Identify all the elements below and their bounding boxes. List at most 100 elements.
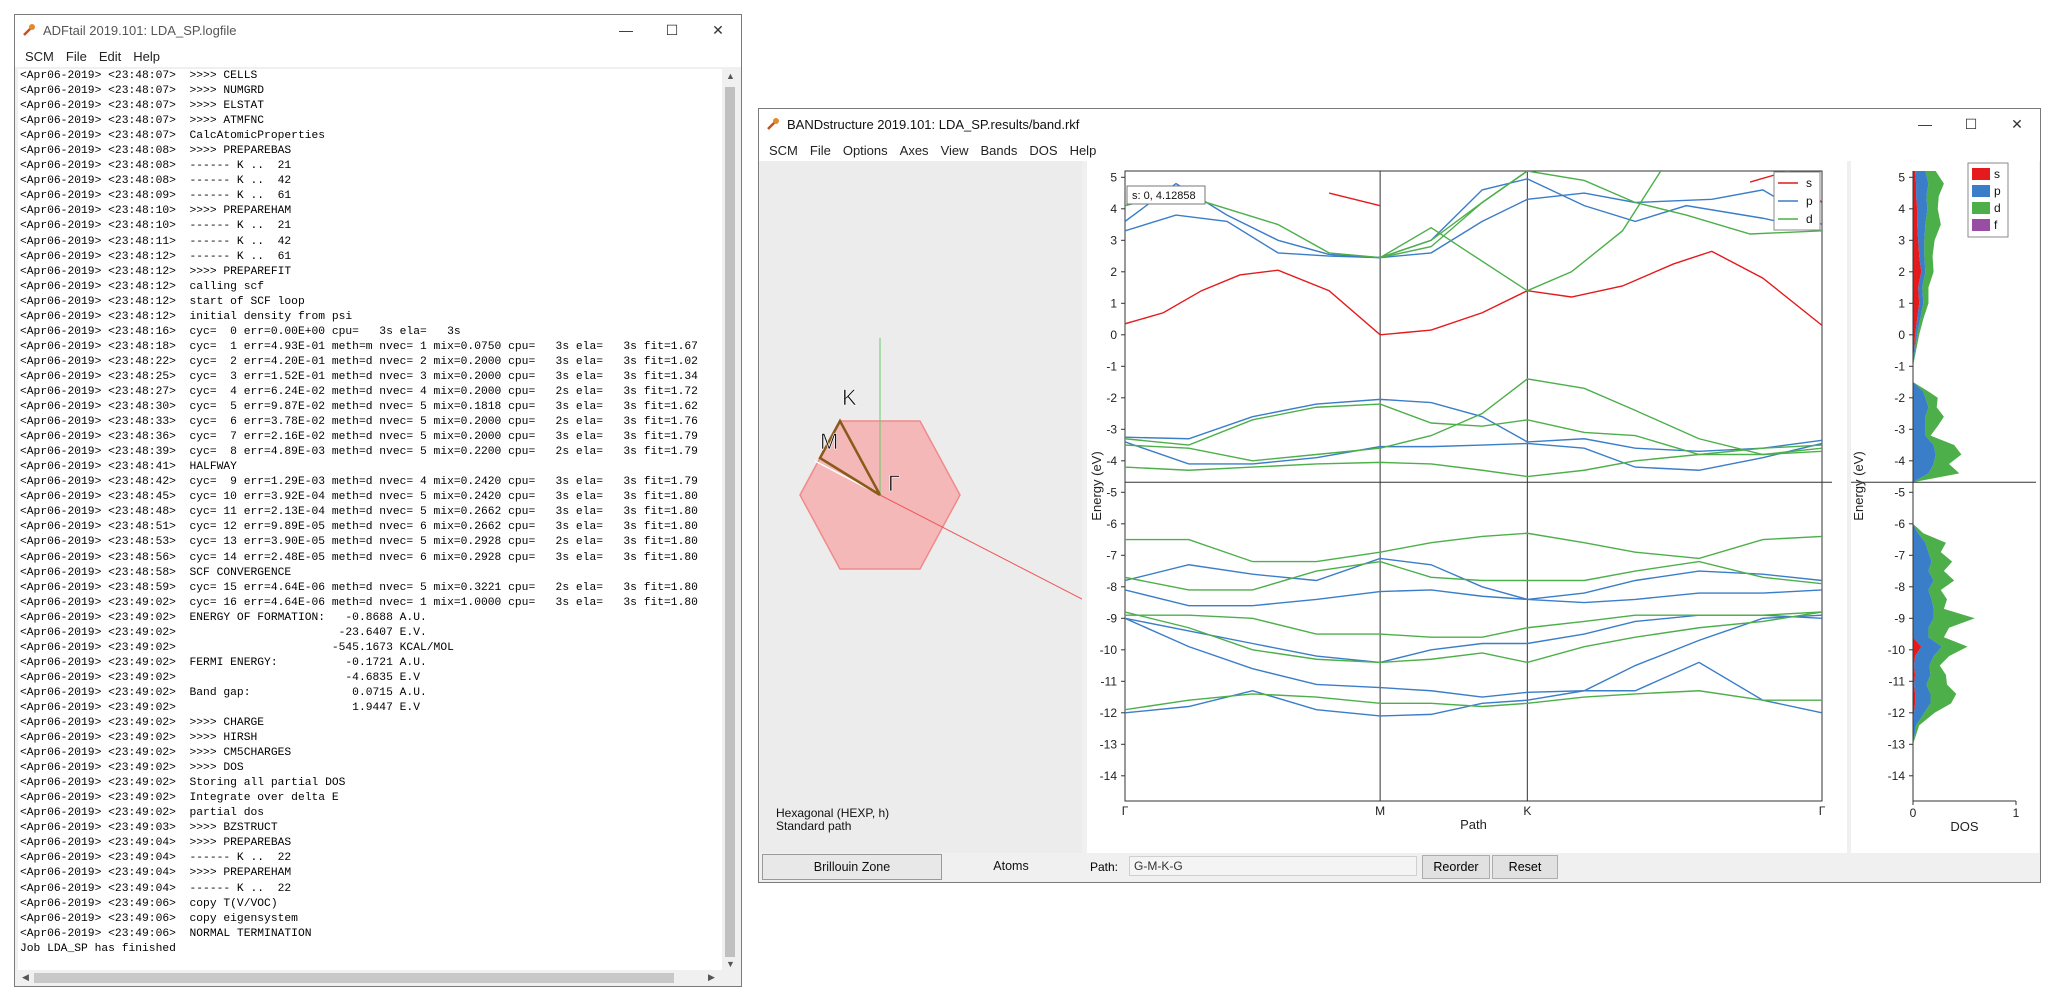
y-tick-label: 3	[1110, 233, 1117, 247]
legend-label-d: d	[1806, 212, 1813, 226]
log-line: <Apr06-2019> <23:49:02> -545.1673 KCAL/M…	[20, 641, 454, 654]
legend-label-d: d	[1994, 201, 2001, 215]
menu-scm[interactable]: SCM	[769, 142, 798, 158]
x-axis-label: Path	[1460, 817, 1487, 832]
log-window-titlebar[interactable]: ADFtail 2019.101: LDA_SP.logfile — ☐ ✕	[15, 15, 741, 45]
maximize-button[interactable]: ☐	[649, 15, 695, 45]
log-horizontal-scroll-thumb[interactable]	[34, 973, 674, 983]
legend-swatch-s	[1972, 168, 1990, 180]
scroll-right-icon[interactable]: ▶	[708, 972, 715, 982]
x-tick-label: Γ	[1122, 804, 1129, 818]
y-tick-label: 5	[1110, 170, 1117, 184]
y-tick-label: -6	[1894, 517, 1905, 531]
log-line: <Apr06-2019> <23:49:02> >>>> DOS	[20, 762, 244, 775]
log-line: <Apr06-2019> <23:49:02> ENERGY OF FORMAT…	[20, 611, 427, 624]
log-line: <Apr06-2019> <23:48:59> cyc= 15 err=4.64…	[20, 581, 698, 594]
band-line-d	[1125, 450, 1822, 478]
y-tick-label: -10	[1100, 643, 1118, 657]
log-line: <Apr06-2019> <23:48:25> cyc= 3 err=1.52E…	[20, 370, 698, 383]
logfile-text-area[interactable]: <Apr06-2019> <23:48:07> >>>> CELLS <Apr06…	[18, 69, 723, 973]
maximize-button[interactable]: ☐	[1948, 109, 1994, 139]
menu-axes[interactable]: Axes	[899, 142, 929, 158]
log-line: <Apr06-2019> <23:48:53> cyc= 13 err=3.90…	[20, 536, 698, 549]
menu-help[interactable]: Help	[133, 48, 160, 64]
path-input[interactable]: G-M-K-G	[1129, 856, 1417, 876]
tab-brillouin-zone[interactable]: Brillouin Zone	[762, 854, 942, 880]
y-tick-label: 1	[1898, 296, 1905, 310]
band-line-d	[1125, 171, 1822, 259]
menu-file[interactable]: File	[65, 48, 87, 64]
log-line: <Apr06-2019> <23:49:02> partial dos	[20, 807, 265, 820]
close-button[interactable]: ✕	[695, 15, 741, 45]
scroll-up-icon[interactable]: ▲	[726, 71, 735, 81]
log-line: <Apr06-2019> <23:48:56> cyc= 14 err=2.48…	[20, 551, 698, 564]
reorder-button[interactable]: Reorder	[1422, 855, 1490, 879]
menu-bands[interactable]: Bands	[980, 142, 1018, 158]
log-line: <Apr06-2019> <23:48:07> >>>> ELSTAT	[20, 100, 265, 113]
reset-button[interactable]: Reset	[1492, 855, 1558, 879]
log-line: <Apr06-2019> <23:48:41> HALFWAY	[20, 461, 237, 474]
legend-swatch-f	[1972, 219, 1990, 231]
menu-dos[interactable]: DOS	[1029, 142, 1058, 158]
bandstructure-window[interactable]: BANDstructure 2019.101: LDA_SP.results/b…	[758, 108, 2041, 883]
minimize-button[interactable]: —	[603, 15, 649, 45]
log-line: <Apr06-2019> <23:48:48> cyc= 11 err=2.13…	[20, 506, 698, 519]
log-line: <Apr06-2019> <23:49:04> ------ K .. 22	[20, 852, 292, 865]
dos-plot-panel[interactable]: 5 4 3 2 1 0 -1 -2 -3 -4 -5 -6 -7 -8 -9 -10 -11 -12 -13 -14 0…	[1851, 161, 2039, 853]
log-line: <Apr06-2019> <23:48:12> >>>> PREPAREFIT	[20, 265, 292, 278]
legend-swatch-p	[1972, 185, 1990, 197]
legend-swatch-d	[1972, 202, 1990, 214]
log-line: <Apr06-2019> <23:48:08> ------ K .. 42	[20, 175, 292, 188]
menu-view[interactable]: View	[940, 142, 969, 158]
tooltip-box	[1126, 185, 1206, 205]
menu-edit[interactable]: Edit	[98, 48, 122, 64]
y-tick-label: -12	[1888, 706, 1906, 720]
brillouin-zone-view[interactable]: K M Γ Hexagonal (HEXP, h) Standard path	[760, 161, 1083, 853]
scroll-left-icon[interactable]: ◀	[22, 972, 29, 982]
y-tick-label: -2	[1106, 391, 1117, 405]
log-window[interactable]: ADFtail 2019.101: LDA_SP.logfile — ☐ ✕ S…	[14, 14, 742, 987]
log-horizontal-scrollbar[interactable]: ◀ ▶	[18, 970, 722, 986]
band-line-p	[1125, 589, 1822, 607]
bz-axis-x	[879, 494, 1083, 600]
band-line-d	[1379, 171, 1662, 292]
band-window-titlebar[interactable]: BANDstructure 2019.101: LDA_SP.results/b…	[759, 109, 2040, 139]
log-vertical-scroll-thumb[interactable]	[725, 87, 735, 957]
close-button[interactable]: ✕	[1994, 109, 2040, 139]
log-line: <Apr06-2019> <23:49:02> >>>> HIRSH	[20, 732, 258, 745]
maximize-icon: ☐	[1964, 115, 1978, 132]
y-tick-label: 5	[1898, 170, 1905, 184]
log-vertical-scrollbar[interactable]: ▲ ▼	[722, 69, 739, 973]
y-tick-label: -12	[1100, 706, 1118, 720]
y-tick-label: -8	[1894, 580, 1905, 594]
y-tick-label: -10	[1888, 643, 1906, 657]
tab-atoms[interactable]: Atoms	[993, 859, 1029, 873]
dos-chart[interactable]: 5 4 3 2 1 0 -1 -2 -3 -4 -5 -6 -7 -8 -9 -10 -11 -12 -13 -14 0…	[1851, 161, 2039, 853]
log-line: <Apr06-2019> <23:48:12> start of SCF loo…	[20, 295, 305, 308]
menu-scm[interactable]: SCM	[25, 48, 54, 64]
band-line-s	[1125, 250, 1822, 336]
log-line: <Apr06-2019> <23:48:42> cyc= 9 err=1.29E…	[20, 476, 698, 489]
band-menubar: SCM File Options Axes View Bands DOS Hel…	[759, 139, 2040, 161]
brillouin-zone-panel[interactable]: K M Γ Hexagonal (HEXP, h) Standard path	[760, 161, 1083, 853]
log-line: <Apr06-2019> <23:49:04> ------ K .. 22	[20, 882, 292, 895]
log-line: <Apr06-2019> <23:48:58> SCF CONVERGENCE	[20, 566, 292, 579]
scroll-down-icon[interactable]: ▼	[726, 959, 735, 969]
menu-file[interactable]: File	[809, 142, 831, 158]
band-structure-chart[interactable]: 5 4 3 2 1 0 -1 -2 -3 -4 -5 -6 -7 -8 -9 -10 -11 -12 -13 -14 Γ…	[1087, 161, 1847, 853]
minimize-button[interactable]: —	[1902, 109, 1948, 139]
log-line: <Apr06-2019> <23:48:07> >>>> ATMFNC	[20, 115, 265, 128]
x-tick-label: 0	[1910, 806, 1917, 820]
y-tick-label: -14	[1888, 769, 1906, 783]
log-line: Job LDA_SP has finished	[20, 942, 176, 955]
log-line: <Apr06-2019> <23:49:06> copy eigensystem	[20, 912, 298, 925]
band-structure-plot-panel[interactable]: 5 4 3 2 1 0 -1 -2 -3 -4 -5 -6 -7 -8 -9 -10 -11 -12 -13 -14 Γ…	[1087, 161, 1847, 853]
menu-help[interactable]: Help	[1069, 142, 1097, 158]
y-tick-label: -2	[1894, 391, 1905, 405]
band-window-title: BANDstructure 2019.101: LDA_SP.results/b…	[787, 116, 1080, 132]
menu-options[interactable]: Options	[842, 142, 888, 158]
log-line: <Apr06-2019> <23:49:04> >>>> PREPAREHAM	[20, 867, 292, 880]
x-tick-label: M	[1375, 804, 1385, 818]
log-line: <Apr06-2019> <23:48:33> cyc= 6 err=3.78E…	[20, 416, 698, 429]
